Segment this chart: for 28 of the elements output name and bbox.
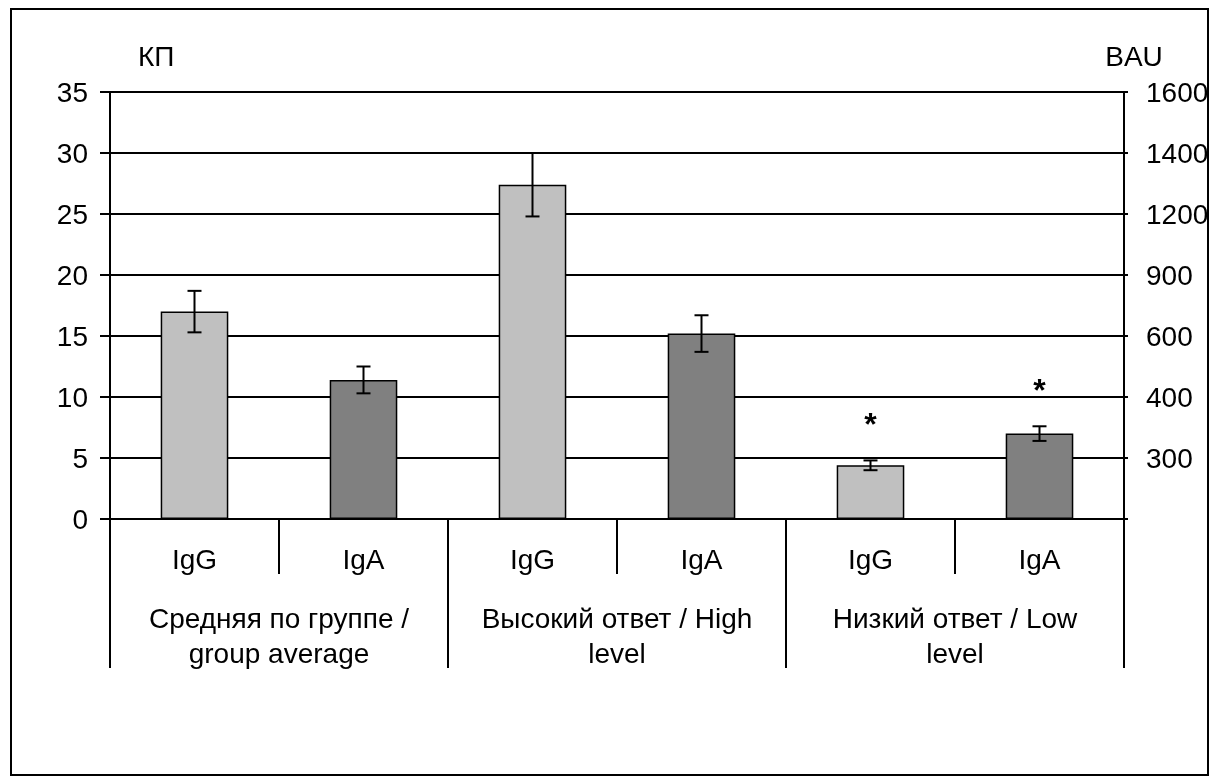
y-tick-label: 25 bbox=[56, 198, 88, 230]
y-tick-label: 10 bbox=[56, 381, 88, 413]
category-label: 400 bbox=[1146, 381, 1193, 413]
y-tick-label: 35 bbox=[56, 76, 88, 108]
x-tick-label: Высокий ответ / High level bbox=[481, 603, 753, 669]
text: IgA bbox=[680, 543, 723, 575]
category-label: 1200 bbox=[1146, 198, 1209, 230]
y-tick-label: 30 bbox=[56, 137, 88, 169]
x-tick-label: Средняя по группе / group average bbox=[148, 603, 410, 669]
category-label: 600 bbox=[1146, 320, 1193, 352]
text: IgA bbox=[1018, 543, 1061, 575]
data-label: * bbox=[1033, 372, 1047, 409]
y-tick-label: 0 bbox=[72, 503, 88, 535]
category-label: 1400 bbox=[1146, 137, 1209, 169]
text: IgG bbox=[847, 543, 894, 575]
series-label: IgG bbox=[171, 543, 218, 575]
y-tick-label: 15 bbox=[56, 320, 88, 352]
x-tick-label: Низкий ответ / Low level bbox=[832, 603, 1079, 669]
y-tick-label: 5 bbox=[72, 442, 88, 474]
category-label: 300 bbox=[1146, 442, 1193, 474]
y-axis-title: КП bbox=[138, 40, 175, 72]
category-label: 1600 bbox=[1146, 76, 1209, 108]
data-label: * bbox=[864, 406, 878, 443]
text: IgG bbox=[509, 543, 556, 575]
category-label: 900 bbox=[1146, 259, 1193, 291]
y2-axis-title: BAU bbox=[1105, 40, 1163, 72]
legend-label: IgA bbox=[342, 543, 385, 575]
y-tick-label: 20 bbox=[56, 259, 88, 291]
